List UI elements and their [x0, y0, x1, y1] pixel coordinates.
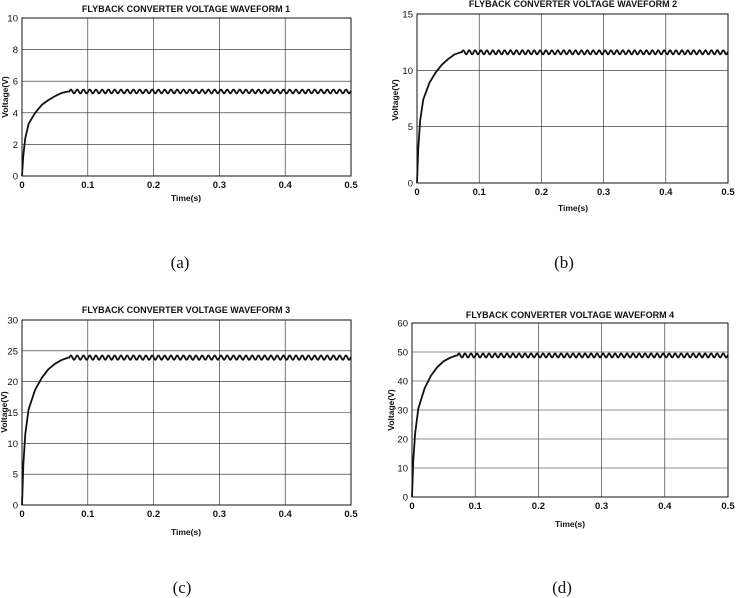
x-tick-label-d-5: 0.5 [721, 501, 735, 512]
x-axis-label-b: Time(s) [558, 203, 588, 213]
x-tick-label-b-1: 0.1 [473, 187, 487, 198]
panel-c: FLYBACK CONVERTER VOLTAGE WAVEFORM 3 Vol… [0, 305, 358, 597]
y-ticks-b: 0 5 10 15 [402, 10, 413, 190]
panel-a: FLYBACK CONVERTER VOLTAGE WAVEFORM 1 Vol… [0, 4, 358, 272]
y-tick-label-c-1: 5 [13, 470, 18, 481]
caption-c: (c) [173, 578, 192, 597]
y-axis-label-a: Voltage(V) [0, 76, 10, 118]
y-axis-label-d: Voltage(V) [386, 389, 396, 431]
plot-area-a [21, 17, 352, 177]
y-tick-label-d-0: 0 [403, 493, 408, 504]
y-tick-label-d-2: 20 [397, 435, 408, 446]
y-tick-label-d-6: 60 [397, 319, 408, 330]
waveform-line-c [21, 354, 352, 506]
plot-area-b [416, 13, 729, 184]
panel-b: FLYBACK CONVERTER VOLTAGE WAVEFORM 2 Vol… [390, 0, 735, 272]
x-tick-label-b-4: 0.4 [659, 187, 673, 198]
y-tick-label-d-5: 50 [397, 348, 408, 359]
x-tick-label-a-5: 0.5 [344, 180, 358, 191]
y-ticks-a: 0 2 4 6 8 10 [7, 14, 18, 183]
caption-a: (a) [171, 253, 190, 272]
x-tick-label-c-0: 0 [19, 509, 24, 520]
waveform-line-a [21, 88, 352, 177]
y-tick-label-c-2: 10 [7, 439, 18, 450]
grid-c [22, 320, 351, 505]
y-tick-label-a-4: 8 [13, 45, 18, 56]
caption-b: (b) [554, 253, 574, 272]
y-axis-label-b: Voltage(V) [390, 79, 400, 121]
y-tick-label-c-0: 0 [13, 501, 18, 512]
x-tick-label-c-3: 0.3 [213, 509, 226, 520]
y-tick-label-c-5: 25 [7, 346, 18, 357]
panel-d: FLYBACK CONVERTER VOLTAGE WAVEFORM 4 Vol… [386, 310, 735, 597]
chart-title-b: FLYBACK CONVERTER VOLTAGE WAVEFORM 2 [469, 0, 677, 9]
chart-title-c: FLYBACK CONVERTER VOLTAGE WAVEFORM 3 [82, 305, 290, 315]
x-tick-label-a-0: 0 [19, 180, 24, 191]
grid-b [417, 14, 728, 183]
y-ticks-d: 0 10 20 30 40 50 60 [397, 319, 408, 504]
x-axis-label-a: Time(s) [171, 193, 201, 203]
y-tick-label-d-3: 30 [397, 406, 408, 417]
x-tick-label-b-2: 0.2 [535, 187, 548, 198]
y-tick-label-b-1: 5 [408, 122, 413, 133]
x-tick-label-d-3: 0.3 [595, 501, 608, 512]
waveform-line-d [411, 352, 729, 498]
y-tick-label-c-6: 30 [7, 316, 18, 327]
x-tick-label-a-4: 0.4 [279, 180, 293, 191]
y-tick-label-a-5: 10 [7, 14, 18, 25]
x-axis-label-c: Time(s) [171, 527, 201, 537]
x-tick-label-c-1: 0.1 [81, 509, 95, 520]
x-tick-label-d-0: 0 [409, 501, 414, 512]
y-tick-label-d-4: 40 [397, 377, 408, 388]
waveform-line-b [416, 49, 729, 184]
x-tick-label-a-2: 0.2 [147, 180, 160, 191]
y-tick-label-b-2: 10 [402, 66, 413, 77]
y-tick-label-d-1: 10 [397, 464, 408, 475]
caption-d: (d) [552, 578, 572, 597]
x-tick-label-d-4: 0.4 [658, 501, 672, 512]
x-tick-label-a-3: 0.3 [213, 180, 226, 191]
chart-title-d: FLYBACK CONVERTER VOLTAGE WAVEFORM 4 [466, 310, 674, 320]
y-axis-label-c: Voltage(V) [0, 391, 9, 433]
x-tick-label-b-0: 0 [414, 187, 419, 198]
x-axis-label-d: Time(s) [555, 519, 585, 529]
x-tick-label-b-3: 0.3 [597, 187, 610, 198]
y-ticks-c: 0 5 10 15 20 25 30 [7, 316, 18, 512]
y-tick-label-c-4: 20 [7, 377, 18, 388]
y-tick-label-a-3: 6 [13, 77, 18, 88]
x-tick-label-c-4: 0.4 [279, 509, 293, 520]
x-tick-label-b-5: 0.5 [721, 187, 735, 198]
y-tick-label-a-1: 2 [13, 140, 18, 151]
x-ticks-d: 0 0.1 0.2 0.3 0.4 0.5 [409, 501, 735, 512]
y-tick-label-c-3: 15 [7, 408, 18, 419]
grid-a [22, 18, 351, 176]
x-tick-label-c-5: 0.5 [344, 509, 358, 520]
x-tick-label-c-2: 0.2 [147, 509, 160, 520]
x-ticks-a: 0 0.1 0.2 0.3 0.4 0.5 [19, 180, 358, 191]
y-tick-label-b-3: 15 [402, 10, 413, 21]
grid-d [412, 323, 728, 497]
y-tick-label-a-2: 4 [13, 108, 18, 119]
x-tick-label-a-1: 0.1 [81, 180, 95, 191]
chart-title-a: FLYBACK CONVERTER VOLTAGE WAVEFORM 1 [82, 4, 290, 14]
x-tick-label-d-1: 0.1 [469, 501, 483, 512]
x-ticks-c: 0 0.1 0.2 0.3 0.4 0.5 [19, 509, 358, 520]
x-tick-label-d-2: 0.2 [532, 501, 545, 512]
x-ticks-b: 0 0.1 0.2 0.3 0.4 0.5 [414, 187, 735, 198]
y-tick-label-b-0: 0 [408, 179, 413, 190]
y-tick-label-a-0: 0 [13, 172, 18, 183]
